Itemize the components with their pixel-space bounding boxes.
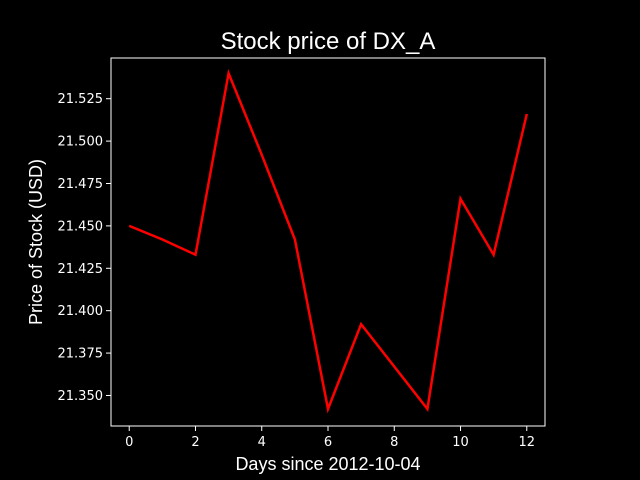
x-axis-ticks: 0 2 4 6 8 10 12	[125, 426, 535, 450]
x-tick-label: 2	[191, 435, 199, 450]
chart-title: Stock price of DX_A	[221, 28, 436, 55]
x-tick-label: 4	[258, 435, 266, 450]
x-tick-label: 8	[390, 435, 398, 450]
y-tick-label: 21.400	[58, 304, 104, 319]
y-axis-label: Price of Stock (USD)	[26, 159, 46, 325]
y-tick-label: 21.375	[58, 347, 104, 362]
x-tick-label: 0	[125, 435, 133, 450]
y-tick-label: 21.350	[58, 389, 104, 404]
series-group	[128, 68, 529, 414]
series-line	[128, 68, 529, 414]
y-tick-label: 21.475	[58, 177, 104, 192]
x-axis-label: Days since 2012-10-04	[235, 454, 420, 474]
y-tick-label: 21.450	[58, 219, 104, 234]
plot-frame	[110, 57, 546, 427]
x-tick-label: 12	[519, 435, 536, 450]
y-axis-ticks: 21.350 21.375 21.400 21.425 21.450 21.475 21.5…	[58, 92, 111, 404]
y-tick-label: 21.425	[58, 262, 104, 277]
y-tick-label: 21.500	[58, 135, 104, 150]
y-tick-label: 21.525	[58, 92, 104, 107]
x-tick-label: 10	[452, 435, 469, 450]
x-tick-label: 6	[324, 435, 332, 450]
